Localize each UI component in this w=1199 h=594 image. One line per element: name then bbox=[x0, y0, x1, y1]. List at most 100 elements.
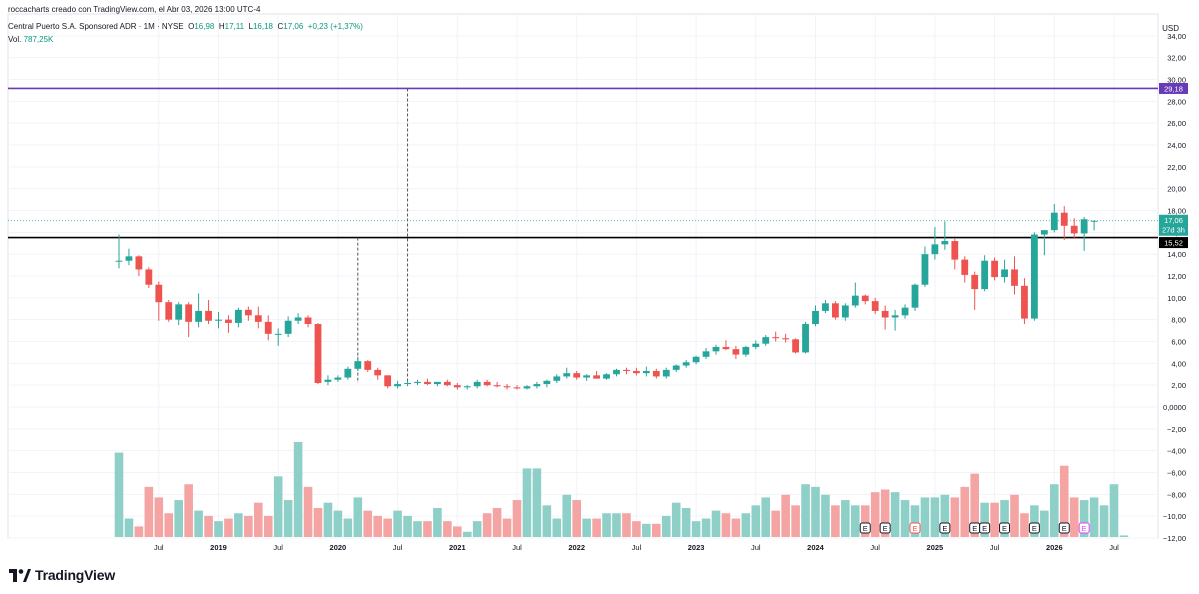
earnings-marker bbox=[1078, 522, 1090, 534]
volume-bar bbox=[880, 489, 890, 537]
volume-bar bbox=[632, 521, 641, 537]
candle-body bbox=[235, 309, 242, 323]
volume-bar bbox=[721, 513, 731, 537]
badge-black-line: 15,52 bbox=[1164, 239, 1183, 248]
candle-body bbox=[493, 385, 501, 387]
candle-body bbox=[115, 260, 123, 262]
candle-body bbox=[981, 260, 989, 290]
time-tick-label: Jul bbox=[154, 543, 164, 552]
volume-bar bbox=[154, 497, 164, 537]
candle-body bbox=[792, 339, 799, 353]
volume-bar bbox=[532, 468, 542, 537]
volume-bar bbox=[741, 513, 751, 537]
candle-body bbox=[294, 317, 302, 321]
volume-bar bbox=[512, 500, 522, 537]
candle-body bbox=[205, 310, 212, 321]
volume-bar bbox=[492, 507, 502, 537]
volume-bar bbox=[860, 505, 870, 537]
earnings-marker bbox=[859, 522, 871, 534]
volume-bar bbox=[572, 500, 581, 537]
earnings-marker-letter: E bbox=[972, 524, 977, 533]
candle-body bbox=[732, 349, 740, 355]
volume-bar bbox=[383, 518, 392, 537]
candle-body bbox=[364, 361, 372, 370]
badge-purple-line-bg bbox=[1159, 82, 1188, 94]
badge-countdown: 27d 3h bbox=[1162, 225, 1185, 234]
price-tick-label: 24,00 bbox=[1167, 141, 1186, 150]
candle-body bbox=[135, 256, 143, 270]
earnings-marker bbox=[909, 522, 921, 534]
candle-body bbox=[832, 303, 839, 318]
volume-bar bbox=[582, 518, 591, 537]
volume-bar bbox=[821, 494, 830, 537]
volume-bar bbox=[423, 521, 432, 537]
time-tick-label: 2021 bbox=[449, 543, 466, 552]
candle-body bbox=[742, 346, 750, 355]
candle-body bbox=[225, 319, 232, 323]
candle-body bbox=[951, 241, 959, 260]
volume-bar bbox=[791, 505, 800, 537]
earnings-marker bbox=[979, 522, 991, 534]
volume-bar bbox=[841, 500, 850, 537]
price-tick-label: 10,00 bbox=[1167, 294, 1186, 303]
volume-bar bbox=[194, 510, 203, 537]
volume-bar bbox=[393, 510, 402, 537]
tradingview-logo[interactable]: TradingView bbox=[9, 567, 115, 583]
volume-bar bbox=[701, 518, 711, 537]
volume-bar bbox=[950, 497, 960, 537]
candle-body bbox=[215, 319, 222, 321]
earnings-marker-letter: E bbox=[883, 524, 888, 533]
candle-body bbox=[812, 310, 819, 325]
badge-last-price: 17,06 bbox=[1164, 216, 1183, 225]
candle-body bbox=[533, 384, 541, 387]
candle-body bbox=[772, 337, 780, 339]
volume-bar bbox=[940, 494, 950, 537]
volume-bar bbox=[1069, 497, 1079, 537]
time-tick-label: Jul bbox=[632, 543, 642, 552]
time-tick-label: 2022 bbox=[568, 543, 585, 552]
volume-bar bbox=[333, 510, 343, 537]
candle-body bbox=[1001, 269, 1008, 278]
volume-bar bbox=[244, 515, 253, 537]
volume-bar bbox=[273, 476, 283, 537]
time-tick-label: 2019 bbox=[210, 543, 227, 552]
earnings-marker-letter: E bbox=[1082, 524, 1087, 533]
volume-bar bbox=[184, 484, 193, 537]
volume-bar bbox=[890, 492, 900, 537]
candle-body bbox=[652, 370, 660, 377]
volume-bar bbox=[413, 521, 422, 537]
volume-bar bbox=[960, 486, 970, 537]
volume-bar bbox=[204, 515, 213, 537]
price-tick-label: 0,0000 bbox=[1163, 403, 1186, 412]
candle-body bbox=[304, 317, 312, 325]
volume-bar bbox=[1050, 484, 1059, 537]
candle-body bbox=[324, 379, 332, 382]
candle-body bbox=[473, 381, 481, 387]
candle-body bbox=[931, 244, 939, 255]
currency-label: USD bbox=[1162, 24, 1179, 33]
volume-bar bbox=[263, 515, 273, 537]
candle-body bbox=[1070, 225, 1078, 234]
candle-body bbox=[613, 369, 620, 375]
candle-body bbox=[175, 304, 183, 320]
candle-body bbox=[861, 295, 869, 302]
candle-body bbox=[633, 370, 640, 374]
volume-bar bbox=[851, 505, 860, 537]
volume-bar bbox=[114, 452, 124, 537]
candle-body bbox=[274, 333, 282, 335]
volume-bar bbox=[293, 442, 303, 537]
volume-bar bbox=[622, 513, 631, 537]
volume-bar bbox=[691, 521, 701, 537]
candle-body bbox=[483, 381, 491, 386]
volume-bar bbox=[870, 492, 880, 537]
price-tick-label: 20,00 bbox=[1167, 185, 1186, 194]
symbol-line[interactable]: Central Puerto S.A. Sponsored ADR · 1M ·… bbox=[8, 22, 184, 31]
candle-body bbox=[603, 374, 610, 379]
earnings-marker bbox=[999, 522, 1011, 534]
candle-body bbox=[513, 387, 521, 389]
candle-body bbox=[244, 309, 252, 316]
candle-body bbox=[434, 381, 441, 385]
volume-bar bbox=[1119, 535, 1129, 537]
earnings-marker bbox=[1058, 522, 1070, 534]
